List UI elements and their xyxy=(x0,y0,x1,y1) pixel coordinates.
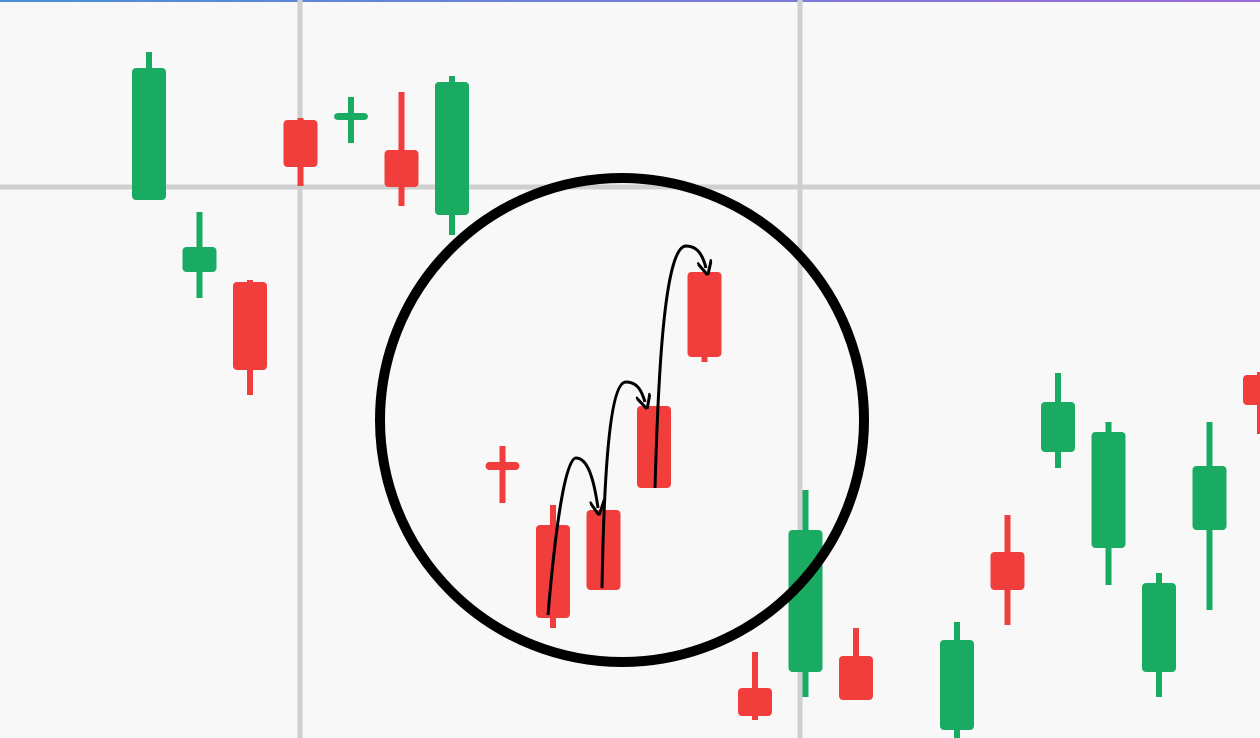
candle-body xyxy=(435,82,469,215)
arrow xyxy=(600,380,645,589)
candle-body xyxy=(940,640,974,730)
candle-body xyxy=(1091,432,1126,548)
candle-body xyxy=(990,552,1025,590)
candle-body xyxy=(1041,402,1075,452)
candle-body xyxy=(1192,466,1227,530)
candles xyxy=(132,52,1260,738)
candle-body xyxy=(1142,583,1176,672)
candle-body xyxy=(132,68,166,200)
candle-body xyxy=(233,282,267,370)
candle-body xyxy=(839,656,873,700)
arrow xyxy=(546,456,598,616)
candle-body xyxy=(637,406,671,488)
candle-body xyxy=(283,120,318,167)
candle-body xyxy=(788,530,823,672)
candle-body xyxy=(182,247,217,272)
candle-body xyxy=(1243,375,1260,405)
candle-body xyxy=(485,462,520,470)
top-border xyxy=(0,0,1260,2)
candle-body xyxy=(334,113,368,120)
annotation xyxy=(375,173,869,667)
arrow xyxy=(653,244,706,489)
candle-body xyxy=(384,150,419,187)
highlight-circle xyxy=(375,173,869,667)
candle-body xyxy=(738,688,772,716)
candle-body xyxy=(687,272,722,357)
